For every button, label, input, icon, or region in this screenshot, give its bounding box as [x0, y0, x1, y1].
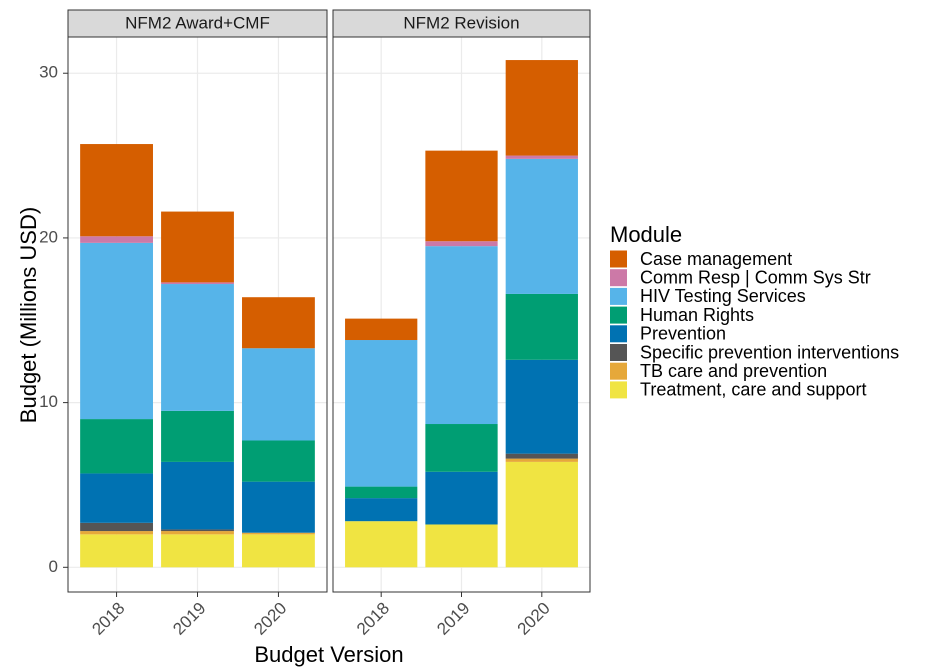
legend-label: Specific prevention interventions	[640, 342, 899, 362]
bar-segment	[505, 158, 578, 294]
legend-label: Comm Resp | Comm Sys Str	[640, 267, 871, 287]
y-axis-title: Budget (Millions USD)	[16, 207, 41, 423]
legend-key	[610, 250, 627, 268]
bar-segment	[161, 461, 234, 530]
bar-segment	[425, 241, 498, 247]
y-tick-label: 20	[39, 227, 58, 246]
bar-segment	[425, 424, 498, 472]
legend-title: Module	[610, 222, 682, 247]
legend-key	[610, 287, 627, 305]
bar-segment	[505, 461, 578, 568]
y-tick-label: 10	[39, 392, 58, 411]
legend-key	[610, 269, 627, 287]
bar-segment	[345, 498, 418, 522]
bar-segment	[80, 522, 153, 532]
bar-segment	[80, 473, 153, 523]
bar-segment	[505, 293, 578, 360]
legend-key	[610, 344, 627, 361]
bar-segment	[161, 282, 234, 285]
bar-segment	[161, 529, 234, 532]
bar-segment	[80, 236, 153, 243]
legend-label: Treatment, care and support	[640, 380, 866, 400]
legend-key	[610, 306, 627, 324]
x-tick-label: 2020	[250, 599, 290, 639]
x-tick-label: 2018	[88, 599, 128, 639]
legend-key	[610, 381, 627, 399]
x-tick-label: 2019	[433, 599, 473, 639]
bar-segment	[505, 359, 578, 454]
bar-segment	[242, 534, 315, 568]
strip	[67, 9, 328, 38]
bar-segment	[425, 246, 498, 425]
legend-label: Prevention	[640, 324, 726, 344]
strip	[332, 9, 591, 38]
bar-segment	[345, 340, 418, 487]
legend-label: Case management	[640, 249, 792, 269]
bar-segment	[425, 471, 498, 525]
bar-segment	[161, 410, 234, 462]
bar-segment	[80, 144, 153, 237]
bar-segment	[242, 348, 315, 441]
bar-segment	[505, 458, 578, 462]
bar-segment	[80, 242, 153, 420]
y-tick-label: 0	[49, 557, 58, 576]
bar-segment	[505, 453, 578, 459]
bar-segment	[242, 440, 315, 482]
bar-segment	[505, 60, 578, 156]
bar-segment	[425, 150, 498, 242]
bar-segment	[345, 318, 418, 341]
bar-segment	[242, 532, 315, 535]
legend-label: TB care and prevention	[640, 361, 827, 381]
bar-segment	[505, 155, 578, 159]
bar-segment	[80, 419, 153, 474]
x-tick-label: 2018	[353, 599, 393, 639]
bar-segment	[161, 284, 234, 411]
y-tick-label: 30	[39, 63, 58, 82]
bar-segment	[161, 211, 234, 283]
x-axis-title: Budget Version	[254, 642, 403, 667]
bar-segment	[345, 486, 418, 499]
bar-segment	[242, 481, 315, 533]
strip-label: NFM2 Award+CMF	[125, 13, 270, 32]
bar-segment	[80, 534, 153, 568]
bar-segment	[161, 531, 234, 535]
strip-label: NFM2 Revision	[403, 13, 519, 32]
bar-segment	[425, 524, 498, 568]
legend-label: Human Rights	[640, 305, 754, 325]
bar-segment	[345, 521, 418, 568]
bar-segment	[80, 531, 153, 535]
legend-label: HIV Testing Services	[640, 286, 806, 306]
bar-segment	[161, 534, 234, 568]
x-tick-label: 2020	[514, 599, 554, 639]
x-tick-label: 2019	[169, 599, 209, 639]
bar-segment	[242, 297, 315, 349]
legend-key	[610, 362, 627, 380]
legend-key	[610, 325, 627, 343]
